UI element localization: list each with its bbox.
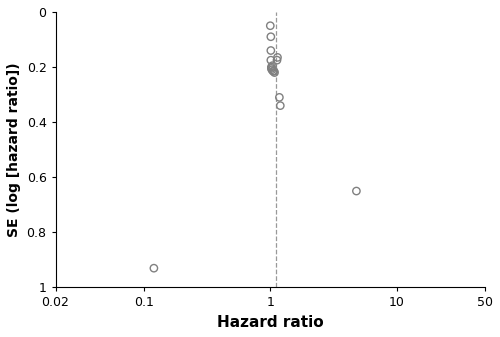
Point	[150, 266, 158, 271]
Point	[270, 70, 278, 75]
Y-axis label: SE (log [hazard ratio]): SE (log [hazard ratio])	[7, 62, 21, 237]
Point	[352, 188, 360, 194]
Point	[269, 68, 277, 74]
Point	[273, 58, 281, 63]
Point	[270, 68, 278, 74]
Point	[276, 103, 284, 108]
Point	[267, 58, 275, 63]
Point	[268, 67, 276, 72]
Point	[276, 95, 283, 100]
Point	[267, 48, 275, 53]
Point	[268, 63, 276, 68]
Point	[274, 55, 281, 60]
Point	[267, 34, 275, 39]
X-axis label: Hazard ratio: Hazard ratio	[217, 315, 324, 330]
Point	[268, 66, 276, 71]
Point	[268, 64, 276, 70]
Point	[266, 23, 274, 28]
